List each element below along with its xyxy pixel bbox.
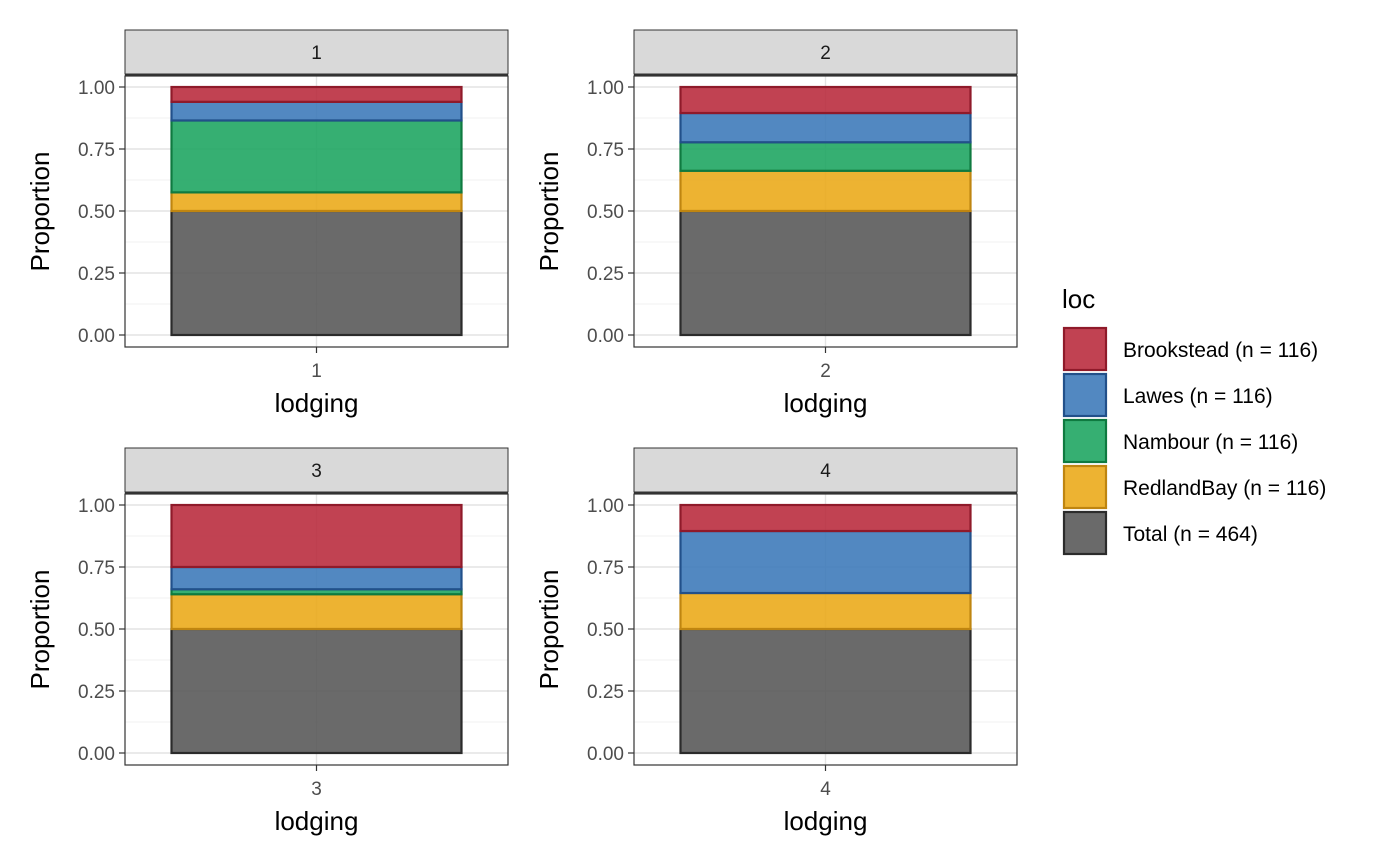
y-tick-label: 1.00	[78, 496, 115, 517]
y-axis-title: Proportion	[25, 570, 55, 690]
y-tick-label: 0.25	[587, 264, 624, 285]
legend-key	[1062, 464, 1108, 510]
y-tick-label: 0.00	[78, 326, 115, 347]
facet-strip	[633, 29, 1018, 75]
legend: loc Brookstead (n = 116) Lawes (n = 116) Na…	[1062, 284, 1326, 556]
bar-segment-nambour	[679, 141, 972, 172]
y-tick-label: 0.50	[587, 620, 624, 641]
legend-key	[1062, 326, 1108, 372]
legend-title: loc	[1062, 284, 1095, 314]
x-axis-title: lodging	[275, 806, 359, 836]
x-axis-title: lodging	[784, 388, 868, 418]
legend-label: Lawes (n = 116)	[1123, 385, 1273, 408]
bar-segment-redlandbay	[679, 591, 972, 631]
y-tick-label: 0.00	[78, 744, 115, 765]
bar-segment-brookstead	[170, 85, 463, 103]
bar-segment-lawes	[679, 529, 972, 595]
bar-segment-redlandbay	[679, 169, 972, 213]
y-axis-title: Proportion	[25, 152, 55, 272]
bar-segment-redlandbay	[170, 593, 463, 631]
x-tick-label: 1	[311, 361, 322, 382]
bar-segment-total	[170, 627, 463, 755]
y-tick-label: 0.75	[78, 140, 115, 161]
legend-key	[1062, 418, 1108, 464]
y-tick-label: 0.50	[78, 202, 115, 223]
facet-strip-label: 2	[820, 43, 831, 64]
x-axis-title: lodging	[784, 806, 868, 836]
bar-segment-brookstead	[679, 85, 972, 115]
y-tick-label: 0.00	[587, 744, 624, 765]
bar-segment-nambour	[170, 119, 463, 194]
bar-segment-total	[170, 209, 463, 337]
y-tick-label: 1.00	[587, 496, 624, 517]
facet-strip	[633, 447, 1018, 493]
x-tick-label: 4	[820, 779, 831, 800]
y-tick-label: 1.00	[78, 78, 115, 99]
y-tick-label: 0.25	[78, 264, 115, 285]
facet-panel-4: 4 0.00 0.25 0.50 0.75 1.00 4 lodging Proportion	[534, 447, 1018, 836]
bar-segment-lawes	[679, 111, 972, 144]
legend-key	[1062, 372, 1108, 418]
y-tick-label: 0.50	[587, 202, 624, 223]
x-tick-label: 3	[311, 779, 322, 800]
legend-key	[1062, 510, 1108, 556]
facet-strip-label: 4	[820, 461, 831, 482]
bar-segment-brookstead	[170, 503, 463, 569]
y-tick-label: 0.25	[587, 682, 624, 703]
y-tick-label: 0.25	[78, 682, 115, 703]
y-tick-label: 0.50	[78, 620, 115, 641]
bar-segment-brookstead	[679, 503, 972, 533]
legend-label: RedlandBay (n = 116)	[1123, 477, 1326, 500]
legend-label: Brookstead (n = 116)	[1123, 339, 1318, 362]
x-axis-title: lodging	[275, 388, 359, 418]
y-tick-label: 0.75	[587, 558, 624, 579]
facet-panel-3: 3 0.00 0.25 0.50 0.75 1.00 3 lodging Proportion	[25, 447, 509, 836]
y-tick-label: 0.75	[587, 140, 624, 161]
y-axis-title: Proportion	[534, 570, 564, 690]
y-tick-label: 0.75	[78, 558, 115, 579]
facet-panel-1: 1 0.00 0.25 0.50 0.75 1.00 1 lodging Proportion	[25, 29, 509, 418]
facet-strip-label: 1	[311, 43, 322, 64]
bar-segment-redlandbay	[170, 191, 463, 213]
facet-strip	[124, 29, 509, 75]
facet-panel-2: 2 0.00 0.25 0.50 0.75 1.00 2 lodging Proportion	[534, 29, 1018, 418]
bar-segment-lawes	[170, 100, 463, 122]
facet-strip	[124, 447, 509, 493]
y-tick-label: 1.00	[587, 78, 624, 99]
x-tick-label: 2	[820, 361, 831, 382]
y-axis-title: Proportion	[534, 152, 564, 272]
legend-label: Nambour (n = 116)	[1123, 431, 1298, 454]
y-tick-label: 0.00	[587, 326, 624, 347]
bar-segment-total	[679, 209, 972, 337]
bar-segment-lawes	[170, 565, 463, 591]
legend-label: Total (n = 464)	[1123, 523, 1258, 546]
bar-segment-total	[679, 627, 972, 755]
facet-strip-label: 3	[311, 461, 322, 482]
